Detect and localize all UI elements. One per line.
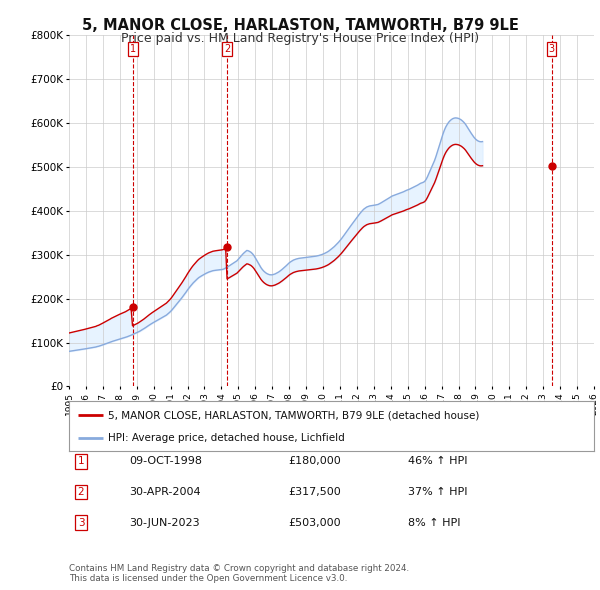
Text: 30-JUN-2023: 30-JUN-2023 xyxy=(129,518,200,527)
Text: Contains HM Land Registry data © Crown copyright and database right 2024.
This d: Contains HM Land Registry data © Crown c… xyxy=(69,563,409,583)
Text: 37% ↑ HPI: 37% ↑ HPI xyxy=(408,487,467,497)
Text: 8% ↑ HPI: 8% ↑ HPI xyxy=(408,518,461,527)
Text: 46% ↑ HPI: 46% ↑ HPI xyxy=(408,457,467,466)
Text: £180,000: £180,000 xyxy=(288,457,341,466)
Text: 2: 2 xyxy=(224,44,230,54)
Text: Price paid vs. HM Land Registry's House Price Index (HPI): Price paid vs. HM Land Registry's House … xyxy=(121,32,479,45)
Text: 1: 1 xyxy=(77,457,85,466)
Text: £503,000: £503,000 xyxy=(288,518,341,527)
Text: 1: 1 xyxy=(130,44,136,54)
Text: 3: 3 xyxy=(548,44,555,54)
Text: 5, MANOR CLOSE, HARLASTON, TAMWORTH, B79 9LE (detached house): 5, MANOR CLOSE, HARLASTON, TAMWORTH, B79… xyxy=(109,410,480,420)
Text: £317,500: £317,500 xyxy=(288,487,341,497)
Text: 09-OCT-1998: 09-OCT-1998 xyxy=(129,457,202,466)
Text: HPI: Average price, detached house, Lichfield: HPI: Average price, detached house, Lich… xyxy=(109,433,345,443)
Text: 3: 3 xyxy=(77,518,85,527)
Text: 5, MANOR CLOSE, HARLASTON, TAMWORTH, B79 9LE: 5, MANOR CLOSE, HARLASTON, TAMWORTH, B79… xyxy=(82,18,518,32)
Text: 2: 2 xyxy=(77,487,85,497)
Text: 30-APR-2004: 30-APR-2004 xyxy=(129,487,200,497)
